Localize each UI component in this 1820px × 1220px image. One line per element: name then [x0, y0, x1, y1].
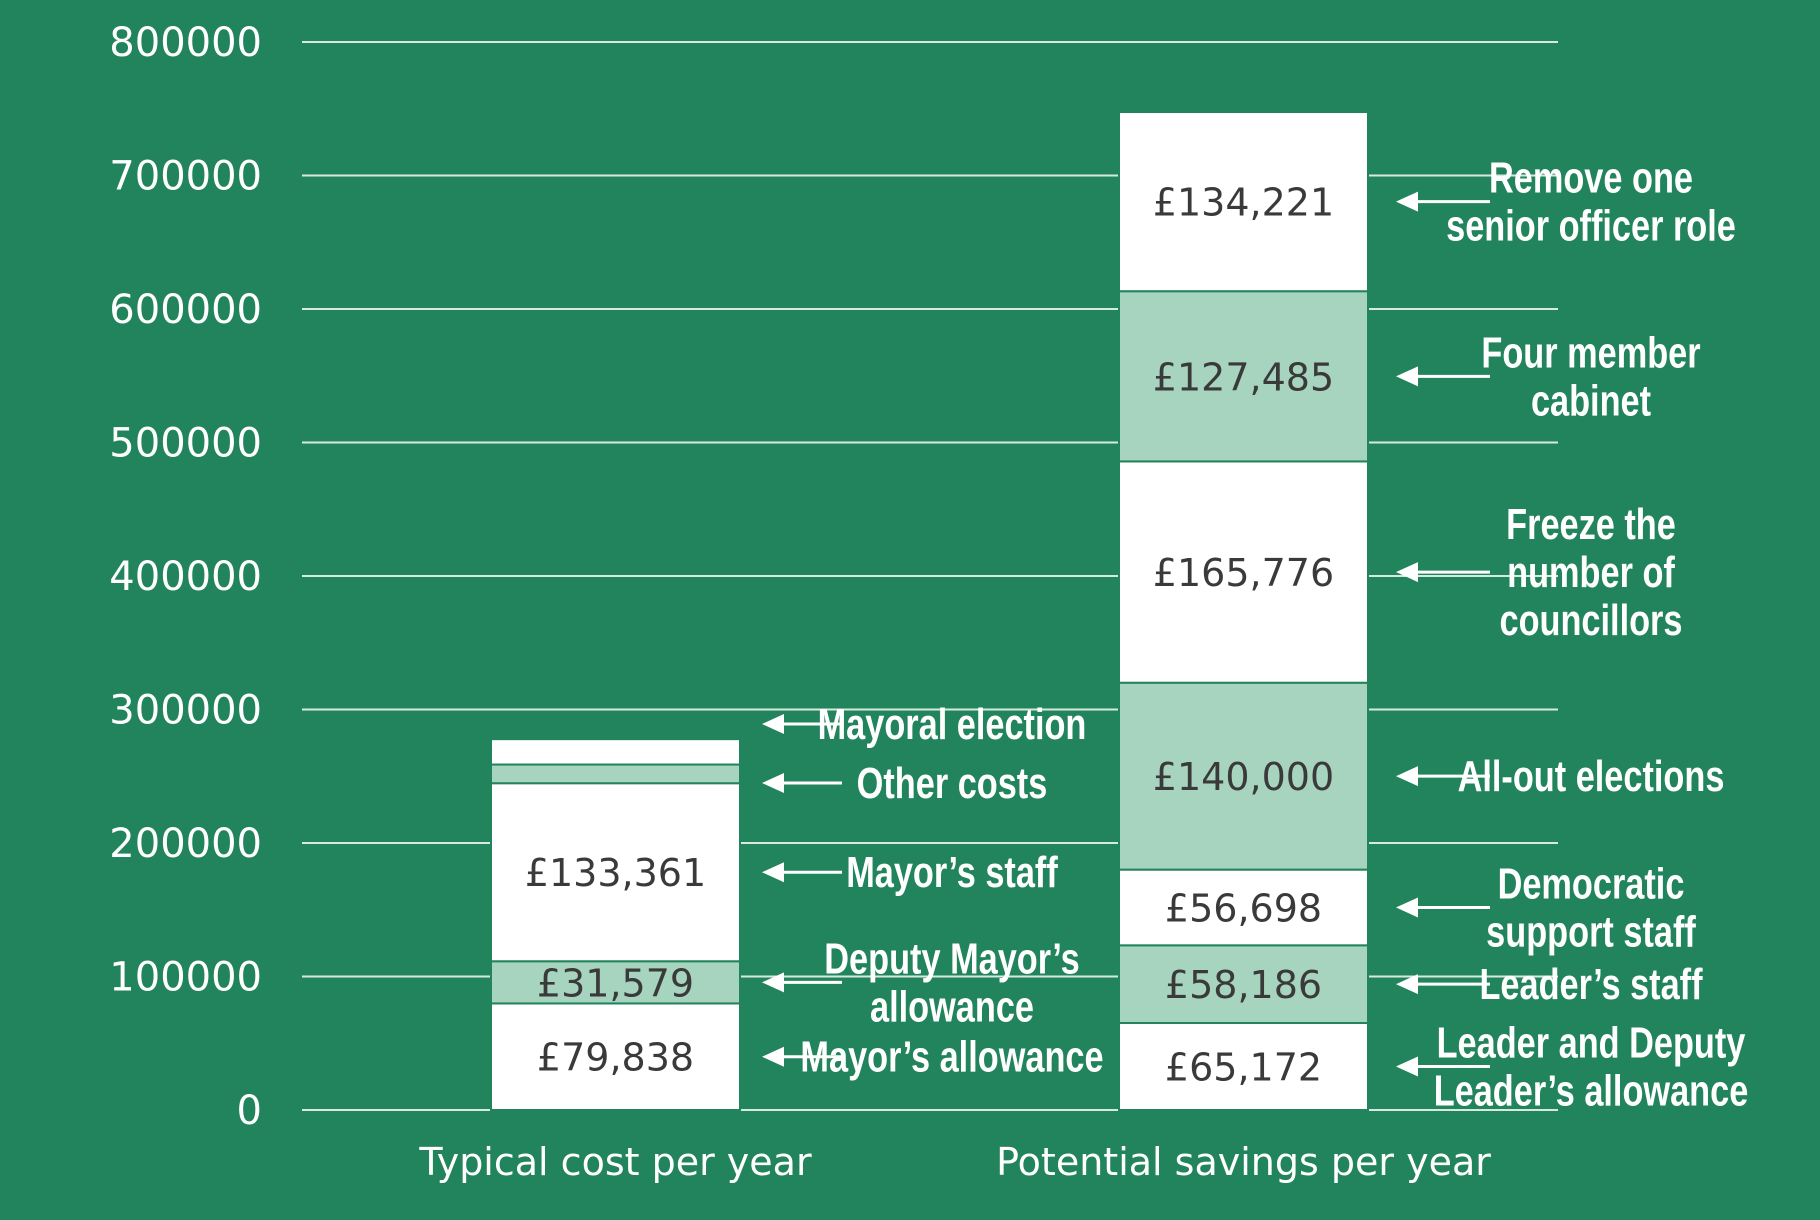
- bar-segment: [490, 738, 741, 766]
- annotation-line: Remove one: [1489, 154, 1693, 203]
- arrow-head-icon: [1396, 1056, 1418, 1077]
- annotation: Deputy Mayor’s allowance: [762, 934, 1080, 1031]
- arrow-head-icon: [1396, 191, 1418, 212]
- y-tick-label: 700000: [109, 154, 262, 200]
- bar-segment: [1118, 868, 1369, 947]
- bar-typical-cost: £79,838 £31,579 £133,361: [490, 738, 741, 1111]
- annotation-line: Leader’s staff: [1479, 960, 1703, 1009]
- x-category-label: Typical cost per year: [418, 1140, 812, 1184]
- bar-segment: [1118, 111, 1369, 293]
- bar-value-label: £165,776: [1153, 551, 1334, 595]
- x-category-label: Potential savings per year: [996, 1140, 1491, 1184]
- y-tick-label: 600000: [109, 287, 262, 333]
- annotation-line: Leader’s allowance: [1434, 1066, 1749, 1115]
- annotation-label: Mayor’s staff: [846, 848, 1058, 897]
- arrow-head-icon: [762, 862, 784, 883]
- annotation-line: All-out elections: [1458, 752, 1725, 801]
- y-tick-label: 400000: [109, 554, 262, 600]
- arrow-head-icon: [762, 972, 784, 993]
- annotation-label: Four member cabinet: [1481, 328, 1700, 425]
- annotation-line: Deputy Mayor’s: [824, 934, 1079, 983]
- annotation-line: support staff: [1486, 907, 1696, 956]
- bar-segment: [490, 1002, 741, 1111]
- annotation-line: Other costs: [857, 759, 1048, 808]
- annotation: Democratic support staff: [1396, 859, 1697, 957]
- annotation: Leader and Deputy Leader’s allowance: [1396, 1018, 1749, 1116]
- annotation-line: Four member: [1481, 328, 1700, 377]
- annotation-label: Remove one senior officer role: [1446, 154, 1736, 251]
- arrow-head-icon: [1396, 562, 1418, 583]
- bar-potential-savings: £65,172 £58,186 £56,698 £140,000 £165,776 £12…: [1118, 111, 1369, 1111]
- arrow-head-icon: [1396, 366, 1418, 387]
- annotation: Other costs: [762, 759, 1047, 808]
- bar-segment: [490, 763, 741, 785]
- bar-segment: [1118, 1021, 1369, 1111]
- arrow-head-icon: [762, 1046, 784, 1067]
- annotation-label: Democratic support staff: [1486, 859, 1696, 956]
- bar-value-label: £56,698: [1165, 886, 1322, 930]
- annotation-line: Mayor’s allowance: [800, 1033, 1103, 1082]
- bar-value-label: £133,361: [525, 851, 706, 895]
- y-axis: 0 100000 200000 300000 400000 500000 600000 700…: [109, 20, 262, 1134]
- annotation-line: Leader and Deputy: [1437, 1018, 1746, 1067]
- annotation-label: Other costs: [857, 759, 1048, 808]
- bar-value-label: £79,838: [537, 1036, 694, 1080]
- bar-segment: [1118, 290, 1369, 463]
- annotation-label: Leader and Deputy Leader’s allowance: [1434, 1018, 1749, 1115]
- y-tick-label: 300000: [109, 688, 262, 734]
- arrow-head-icon: [762, 714, 784, 734]
- arrow-head-icon: [1396, 897, 1418, 918]
- bar-value-label: £31,579: [537, 961, 694, 1005]
- bars: £79,838 £31,579 £133,361 £65,172 £58,186 £56,…: [490, 111, 1369, 1111]
- annotation-line: Freeze the: [1506, 500, 1676, 549]
- annotation-line: councillors: [1500, 596, 1683, 645]
- annotation: Mayoral election: [762, 700, 1086, 749]
- annotation-line: cabinet: [1531, 376, 1651, 425]
- annotation-label: Mayor’s allowance: [800, 1033, 1103, 1082]
- bar-segment: [1118, 944, 1369, 1024]
- y-tick-label: 200000: [109, 821, 262, 867]
- annotation-label: Mayoral election: [818, 700, 1087, 749]
- arrow-head-icon: [1396, 974, 1418, 995]
- arrow-head-icon: [1396, 766, 1418, 787]
- annotations: Mayoral election Other costs Mayor’s staff…: [762, 154, 1748, 1116]
- annotation-line: Mayoral election: [818, 700, 1087, 749]
- bar-segment: [1118, 681, 1369, 871]
- y-tick-label: 0: [237, 1088, 262, 1134]
- bar-value-label: £65,172: [1165, 1045, 1322, 1089]
- annotation: Mayor’s allowance: [762, 1033, 1104, 1082]
- bar-value-label: £134,221: [1153, 181, 1334, 225]
- bar-value-label: £140,000: [1153, 755, 1334, 799]
- annotation-line: senior officer role: [1446, 202, 1736, 251]
- x-axis: Typical cost per year Potential savings p…: [418, 1140, 1491, 1184]
- annotation: All-out elections: [1396, 752, 1724, 801]
- annotation-label: Freeze the number of councillors: [1500, 500, 1683, 645]
- annotation: Four member cabinet: [1396, 328, 1701, 425]
- annotation-label: Deputy Mayor’s allowance: [824, 934, 1079, 1031]
- y-tick-label: 800000: [109, 20, 262, 66]
- annotation-label: All-out elections: [1458, 752, 1725, 801]
- annotation-line: Democratic: [1498, 859, 1685, 908]
- y-tick-label: 500000: [109, 421, 262, 467]
- annotation: Freeze the number of councillors: [1396, 500, 1682, 645]
- annotation-line: allowance: [870, 982, 1034, 1031]
- annotation-label: Leader’s staff: [1479, 960, 1703, 1009]
- bar-value-label: £58,186: [1165, 963, 1322, 1007]
- arrow-head-icon: [762, 773, 784, 793]
- annotation: Mayor’s staff: [762, 848, 1059, 897]
- annotation: Leader’s staff: [1396, 960, 1703, 1009]
- y-tick-label: 100000: [109, 955, 262, 1001]
- bar-value-label: £127,485: [1153, 355, 1334, 399]
- annotation-line: number of: [1507, 548, 1675, 597]
- annotation-line: Mayor’s staff: [846, 848, 1058, 897]
- annotation: Remove one senior officer role: [1396, 154, 1736, 251]
